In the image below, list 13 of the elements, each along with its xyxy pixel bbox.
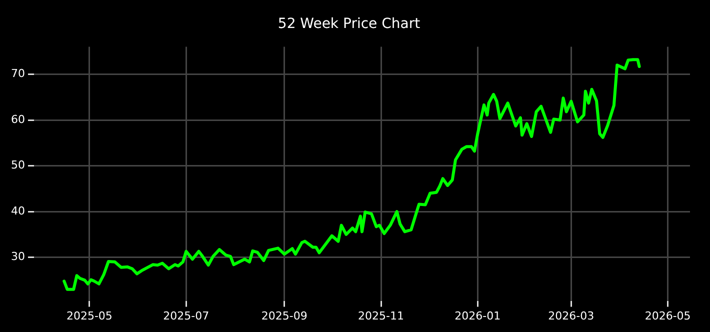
y-tick-label: 30 — [10, 250, 25, 264]
x-tick-label: 2025-11 — [358, 309, 404, 322]
x-tick-label: 2025-07 — [163, 309, 210, 322]
y-tick-label: 70 — [10, 67, 25, 80]
chart-title: 52 Week Price Chart — [278, 16, 421, 32]
x-tick-label: 2026-05 — [644, 309, 691, 322]
x-tick-label: 2025-05 — [66, 309, 112, 322]
y-tick-label: 60 — [10, 112, 25, 126]
x-tick-label: 2026-03 — [548, 309, 594, 322]
x-tick-label: 2025-09 — [261, 309, 308, 322]
y-tick-label: 40 — [10, 204, 25, 218]
x-tick-label: 2026-01 — [454, 309, 501, 322]
y-tick-label: 50 — [10, 158, 25, 172]
